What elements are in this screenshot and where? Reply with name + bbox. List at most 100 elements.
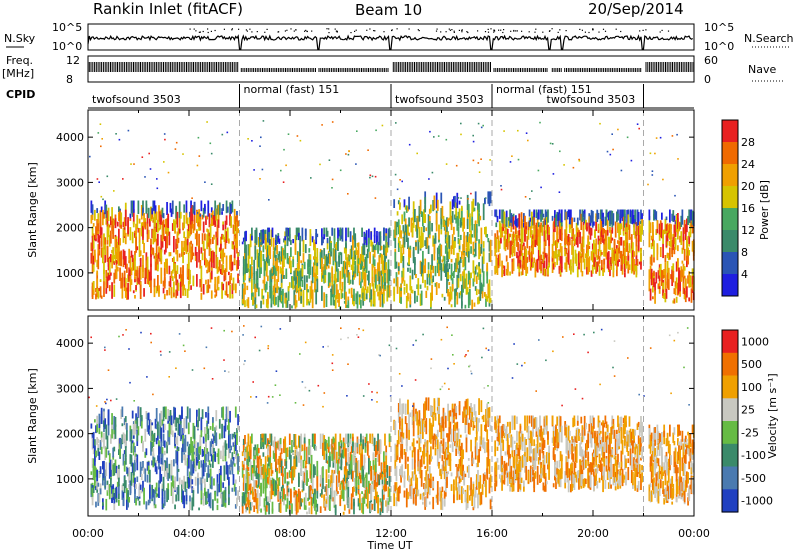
heatmap-cell xyxy=(387,486,390,498)
heatmap-cell xyxy=(560,255,563,268)
heatmap-cell xyxy=(237,456,239,471)
heatmap-cell xyxy=(349,248,352,260)
heatmap-cell xyxy=(150,263,152,281)
heatmap-cell xyxy=(487,283,490,299)
heatmap-cell xyxy=(161,453,164,467)
heatmap-cell xyxy=(475,224,478,241)
heatmap-cell xyxy=(162,406,165,422)
sparse-echo xyxy=(649,152,652,155)
colorbar-swatch xyxy=(722,208,738,231)
heatmap-cell xyxy=(300,498,303,507)
heatmap-cell xyxy=(237,220,239,227)
heatmap-cell xyxy=(368,270,370,286)
heatmap-cell xyxy=(216,498,219,504)
heatmap-cell xyxy=(620,223,623,230)
heatmap-cell xyxy=(513,234,516,238)
heatmap-cell xyxy=(487,191,490,204)
heatmap-cell xyxy=(690,288,693,303)
heatmap-cell xyxy=(135,458,137,463)
heatmap-cell xyxy=(589,227,592,240)
heatmap-cell xyxy=(103,269,105,282)
sparse-echo xyxy=(321,124,323,126)
heatmap-cell xyxy=(379,472,382,480)
heatmap-cell xyxy=(383,292,385,304)
heatmap-cell xyxy=(661,222,663,233)
heatmap-cell xyxy=(116,468,119,480)
sparse-echo xyxy=(460,133,462,136)
sparse-echo xyxy=(100,195,103,198)
heatmap-cell xyxy=(578,252,580,270)
heatmap-cell xyxy=(310,500,313,515)
heatmap-cell xyxy=(354,260,357,274)
heatmap-cell xyxy=(326,256,329,267)
heatmap-cell xyxy=(294,275,297,292)
heatmap-cell xyxy=(121,274,124,286)
heatmap-cell xyxy=(401,464,404,478)
heatmap-cell xyxy=(198,233,200,250)
heatmap-cell xyxy=(104,446,107,460)
heatmap-cell xyxy=(590,270,593,277)
heatmap-cell xyxy=(582,225,585,239)
heatmap-cell xyxy=(90,242,93,252)
heatmap-cell xyxy=(113,254,116,259)
heatmap-cell xyxy=(456,192,459,209)
heatmap-cell xyxy=(279,266,282,274)
heatmap-cell xyxy=(187,446,190,455)
heatmap-cell xyxy=(335,261,338,272)
heatmap-cell xyxy=(233,235,236,242)
heatmap-cell xyxy=(151,208,154,215)
heatmap-cell xyxy=(670,232,672,248)
sparse-echo xyxy=(262,120,265,122)
heatmap-cell xyxy=(163,499,166,506)
heatmap-cell xyxy=(381,483,384,495)
heatmap-cell xyxy=(287,286,290,292)
heatmap-cell xyxy=(124,232,127,245)
heatmap-cell xyxy=(218,486,221,493)
heatmap-cell xyxy=(683,294,686,300)
date-title: 20/Sep/2014 xyxy=(588,0,684,18)
heatmap-cell xyxy=(173,480,175,489)
sparse-echo xyxy=(163,133,166,135)
heatmap-cell xyxy=(202,492,205,506)
heatmap-cell xyxy=(200,286,203,292)
heatmap-cell xyxy=(183,475,186,490)
heatmap-cell xyxy=(418,205,421,222)
heatmap-cell xyxy=(462,217,464,232)
heatmap-cell xyxy=(337,238,339,242)
heatmap-cell xyxy=(98,422,101,435)
heatmap-cell xyxy=(564,229,567,245)
heatmap-cell xyxy=(155,222,158,232)
sparse-echo xyxy=(445,138,448,141)
heatmap-cell xyxy=(566,252,569,263)
heatmap-cell xyxy=(364,436,367,448)
heatmap-cell xyxy=(299,243,301,257)
heatmap-cell xyxy=(371,433,374,444)
heatmap-cell xyxy=(361,503,363,513)
heatmap-cell xyxy=(209,272,212,283)
heatmap-cell xyxy=(540,213,542,222)
heatmap-cell xyxy=(487,238,490,243)
heatmap-cell xyxy=(248,499,251,506)
heatmap-cell xyxy=(299,270,301,287)
heatmap-cell xyxy=(350,245,353,260)
heatmap-cell xyxy=(378,474,381,486)
heatmap-cell xyxy=(134,295,136,299)
heatmap-cell xyxy=(249,264,252,271)
heatmap-cell xyxy=(300,289,303,304)
nave-tick-bottom: 0 xyxy=(704,73,711,86)
heatmap-cell xyxy=(113,272,116,284)
heatmap-cell xyxy=(103,416,105,427)
heatmap-cell xyxy=(416,440,419,444)
heatmap-cell xyxy=(465,273,468,285)
heatmap-cell xyxy=(217,266,220,273)
heatmap-cell xyxy=(192,490,195,507)
heatmap-cell xyxy=(171,223,174,231)
heatmap-cell xyxy=(255,279,258,288)
heatmap-cell xyxy=(597,261,600,267)
heatmap-cell xyxy=(471,299,474,310)
heatmap-cell xyxy=(397,200,400,205)
heatmap-cell xyxy=(399,485,401,494)
heatmap-cell xyxy=(119,443,121,457)
heatmap-cell xyxy=(262,295,265,299)
heatmap-cell xyxy=(384,461,386,468)
